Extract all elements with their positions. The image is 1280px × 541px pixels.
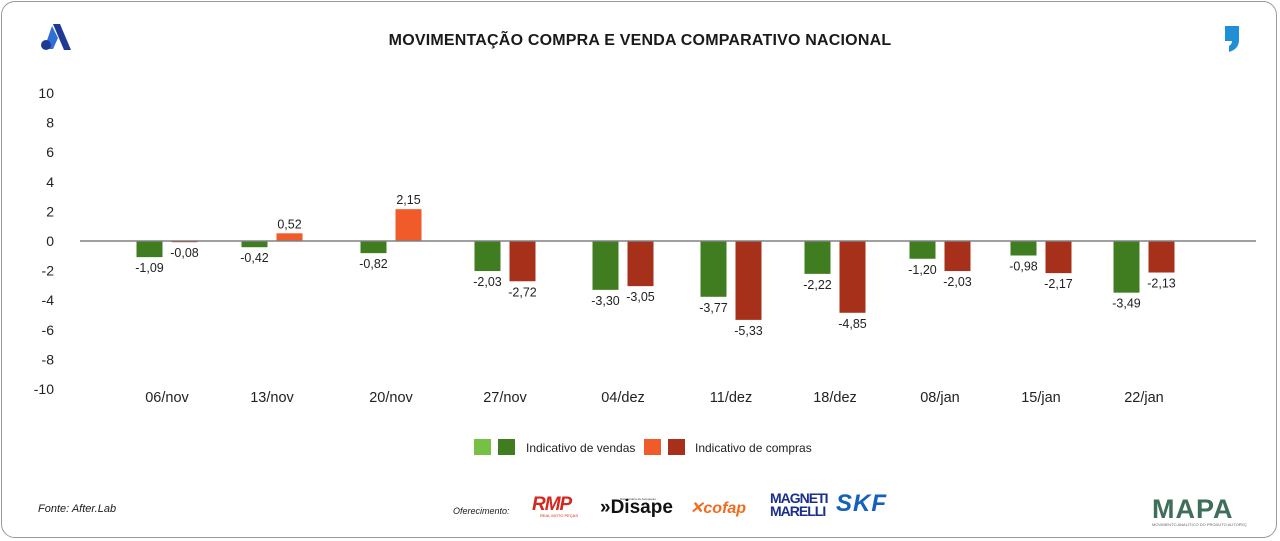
vendas-data-label: -3,30	[591, 294, 620, 308]
disape-name: Disape	[610, 497, 673, 518]
vendas-data-label: -2,03	[473, 275, 502, 289]
y-tick-label: 2	[46, 203, 54, 219]
offer-label: Oferecimento:	[453, 506, 510, 516]
skf-name: SKF	[836, 490, 887, 517]
legend-vendas-label: Indicativo de vendas	[526, 441, 635, 455]
vendas-bar	[241, 241, 268, 248]
sponsor-disape-logo: »Disape	[600, 497, 673, 518]
x-tick-label: 20/nov	[369, 390, 413, 406]
compras-bar	[276, 233, 303, 241]
compras-data-label: -5,33	[734, 324, 763, 338]
compras-data-label: -2,72	[508, 285, 537, 299]
vendas-data-label: -0,98	[1009, 260, 1038, 274]
legend-vendas-dark-swatch	[498, 439, 515, 455]
legend-compras-label: Indicativo de compras	[695, 441, 812, 455]
compras-bar	[735, 241, 762, 320]
vendas-bar	[909, 241, 936, 259]
y-tick-label: -4	[42, 292, 55, 308]
vendas-data-label: -1,09	[135, 261, 164, 275]
magneti-name: MAGNETI MARELLI	[770, 490, 829, 519]
sponsor-skf-logo: SKF	[836, 490, 887, 518]
y-tick-label: 8	[46, 115, 54, 131]
vendas-data-label: -3,49	[1112, 297, 1141, 311]
rmp-subtitle: REAL MOTO PEÇAS	[540, 513, 579, 518]
comma-logo-icon	[1225, 26, 1239, 52]
x-tick-label: 22/jan	[1124, 390, 1164, 406]
chart-title: MOVIMENTAÇÃO COMPRA E VENDA COMPARATIVO …	[388, 32, 892, 49]
compras-data-label: 0,52	[277, 217, 301, 231]
vendas-data-label: -0,82	[359, 257, 388, 271]
y-tick-label: 0	[46, 233, 54, 249]
legend-vendas-light-swatch	[474, 439, 491, 455]
vendas-bar	[136, 241, 163, 258]
compras-bar	[944, 241, 971, 272]
cofap-name: cofap	[703, 500, 747, 517]
y-tick-label: -8	[42, 351, 55, 367]
vendas-bar	[592, 241, 619, 290]
compras-data-label: -2,13	[1147, 277, 1176, 291]
vendas-bar	[474, 241, 501, 272]
compras-bar	[1148, 241, 1175, 273]
y-tick-label: 4	[46, 174, 54, 190]
vendas-data-label: -2,22	[803, 278, 832, 292]
compras-data-label: -3,05	[626, 290, 655, 304]
vendas-bar	[1113, 241, 1140, 293]
source-note: Fonte: After.Lab	[38, 503, 117, 515]
legend-compras-dark-swatch	[668, 439, 685, 455]
y-tick-label: -10	[34, 381, 54, 397]
compras-data-label: -4,85	[838, 317, 867, 331]
compras-bar	[627, 241, 654, 287]
vendas-data-label: -1,20	[908, 263, 937, 277]
x-tick-label: 08/jan	[920, 390, 960, 406]
y-tick-label: -6	[42, 322, 55, 338]
compras-bar	[1045, 241, 1072, 274]
compras-data-label: -2,17	[1044, 277, 1073, 291]
vendas-bar	[700, 241, 727, 297]
x-tick-label: 18/dez	[813, 390, 857, 406]
x-tick-label: 06/nov	[145, 390, 189, 406]
compras-bar	[509, 241, 536, 282]
vendas-data-label: -3,77	[699, 301, 728, 315]
compras-data-label: 2,15	[396, 193, 420, 207]
mapa-brand-subtitle: MOVIMENTO ANALÍTICO DO PRODUTO AUTOPEÇAS	[1152, 522, 1247, 527]
vendas-bar	[804, 241, 831, 274]
vendas-bar	[1010, 241, 1037, 256]
compras-data-label: -0,08	[170, 246, 199, 260]
y-tick-label: 6	[46, 144, 54, 160]
vendas-bar	[360, 241, 387, 254]
sponsor-rmp-logo: RMP	[532, 494, 572, 516]
compras-data-label: -2,03	[943, 275, 972, 289]
mapa-brand-logo: MAPA	[1152, 494, 1234, 524]
after-logo-icon	[41, 24, 71, 50]
rmp-name: RMP	[532, 494, 572, 515]
x-tick-label: 13/nov	[250, 390, 294, 406]
vendas-data-label: -0,42	[240, 251, 269, 265]
y-tick-label: -2	[42, 263, 55, 279]
x-tick-label: 04/dez	[601, 390, 645, 406]
compras-bar	[839, 241, 866, 313]
x-tick-label: 15/jan	[1021, 390, 1061, 406]
sponsor-magneti-logo: MAGNETI MARELLI	[770, 490, 829, 519]
x-tick-label: 27/nov	[483, 390, 527, 406]
y-tick-label: 10	[38, 85, 54, 101]
legend-compras-light-swatch	[644, 439, 661, 455]
disape-subtitle: Distribuidora de Autopeças	[620, 497, 656, 501]
compras-bar	[395, 209, 422, 241]
x-tick-label: 11/dez	[710, 390, 752, 406]
sponsor-cofap-logo: ✕cofap	[690, 500, 747, 517]
